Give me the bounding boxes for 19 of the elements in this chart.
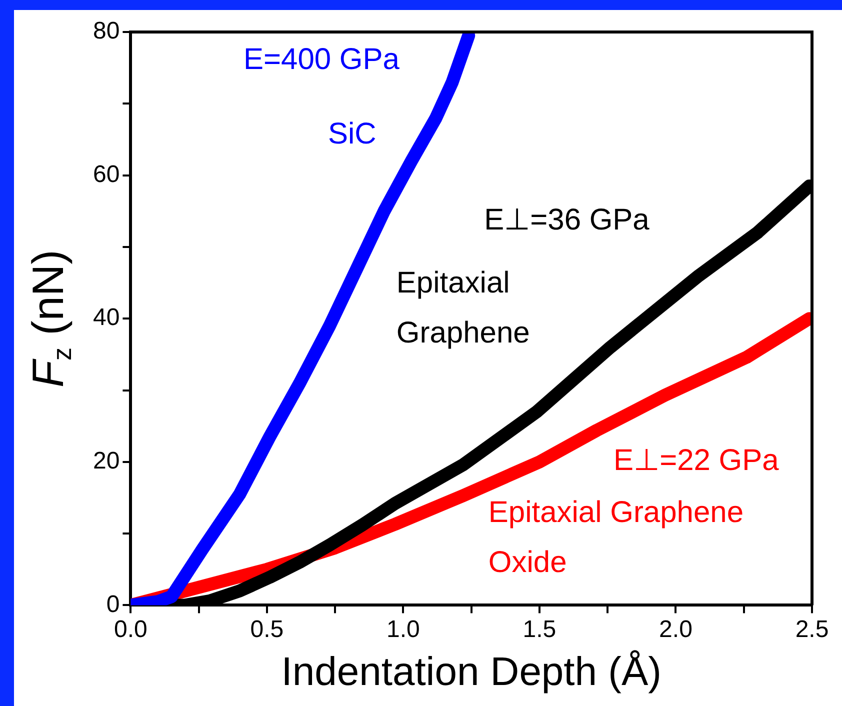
annotation: Epitaxial Graphene [396,266,530,350]
annotation: E⊥=36 GPa [484,203,650,236]
y-tick-label: 40 [92,304,120,332]
x-tick-label: 0.0 [114,616,148,644]
x-tick-label: 2.5 [795,616,829,644]
x-tick-label: 2.0 [659,616,692,644]
annotation: SiC [328,117,376,150]
x-tick-label: 0.5 [250,616,284,644]
x-tick-label: 1.5 [522,616,556,644]
y-tick-label: 60 [92,160,120,188]
annotation: Epitaxial Graphene Oxide [488,496,744,579]
y-axis-title: Fz (nN) [24,250,78,388]
x-tick-label: 1.0 [386,616,420,644]
annotation: E⊥=22 GPa [614,444,780,478]
y-tick-label: 0 [106,590,120,618]
y-tick-label: 20 [92,448,120,475]
annotation: E=400 GPa [243,42,400,76]
x-axis-title: Indentation Depth (Å) [281,650,662,694]
y-tick-label: 80 [92,18,120,45]
